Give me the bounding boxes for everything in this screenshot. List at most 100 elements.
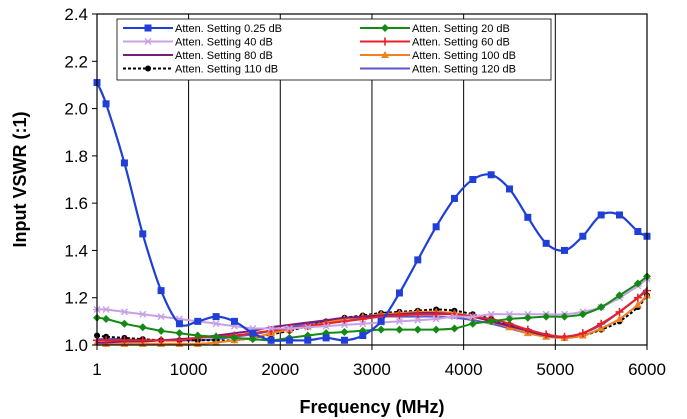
data-point <box>468 319 477 328</box>
x-tick-label: 5000 <box>536 360 574 379</box>
legend-label: Atten. Setting 80 dB <box>175 50 273 62</box>
data-point <box>487 171 495 179</box>
y-axis-title: Input VSWR (:1) <box>10 112 30 248</box>
legend-label: Atten. Setting 120 dB <box>412 64 516 76</box>
data-point <box>395 317 404 325</box>
data-point <box>102 336 111 345</box>
data-point <box>523 325 532 334</box>
data-point <box>487 317 496 326</box>
legend-label: Atten. Setting 40 dB <box>175 37 273 49</box>
data-point <box>395 311 404 320</box>
data-point <box>175 320 183 328</box>
data-point <box>120 159 128 167</box>
data-point <box>303 322 312 331</box>
data-point <box>285 324 294 332</box>
data-point <box>230 333 239 342</box>
data-point <box>267 324 276 332</box>
data-point <box>138 336 147 345</box>
legend-label: Atten. Setting 110 dB <box>175 64 278 76</box>
data-point <box>377 325 386 334</box>
data-point <box>138 323 147 332</box>
data-point <box>139 230 147 238</box>
data-point <box>157 326 166 335</box>
x-tick-label: 2000 <box>261 360 299 379</box>
data-point <box>212 338 221 346</box>
data-point <box>230 317 238 325</box>
series-0 <box>93 79 651 344</box>
data-point <box>322 322 331 330</box>
data-point <box>120 336 129 345</box>
data-point <box>450 324 459 333</box>
legend-item: Atten. Setting 100 dB <box>360 50 516 62</box>
x-tick-label: 1 <box>92 360 101 379</box>
data-point <box>358 314 367 323</box>
data-point <box>505 310 514 318</box>
data-point <box>267 336 275 344</box>
legend: Atten. Setting 0.25 dB Atten. Setting 20 … <box>116 18 552 81</box>
data-point <box>523 313 532 322</box>
data-point <box>322 334 330 342</box>
data-point <box>468 313 477 321</box>
data-point <box>615 314 624 322</box>
data-point <box>212 313 220 321</box>
data-point <box>248 335 257 344</box>
data-point <box>615 307 624 316</box>
data-point <box>578 329 587 338</box>
data-point <box>212 332 221 341</box>
legend-item: Atten. Setting 80 dB <box>123 50 273 62</box>
legend-item: Atten. Setting 20 dB <box>360 23 510 35</box>
legend-marker <box>144 38 152 45</box>
y-tick-label: 1.6 <box>64 194 88 213</box>
data-point <box>359 332 367 340</box>
legend-marker <box>144 24 152 32</box>
data-point <box>194 317 202 325</box>
data-point <box>157 313 166 321</box>
data-point <box>212 320 221 328</box>
data-point <box>193 331 202 340</box>
legend-marker <box>145 65 151 72</box>
legend-label: Atten. Setting 60 dB <box>412 37 510 49</box>
legend-label: Atten. Setting 20 dB <box>412 23 510 35</box>
legend-label: Atten. Setting 0.25 dB <box>175 23 282 35</box>
data-point <box>340 327 349 336</box>
data-point <box>505 185 513 193</box>
data-point <box>432 325 441 334</box>
data-point <box>432 223 440 231</box>
legend-item: Atten. Setting 40 dB <box>123 37 273 49</box>
data-point <box>597 319 606 328</box>
data-point <box>560 332 569 341</box>
data-point <box>634 228 642 236</box>
data-point <box>413 310 422 319</box>
legend-item: Atten. Setting 0.25 dB <box>123 23 282 35</box>
data-point <box>633 300 642 308</box>
legend-marker <box>381 24 389 32</box>
legend-item: Atten. Setting 60 dB <box>360 37 510 49</box>
x-tick-label: 3000 <box>353 360 391 379</box>
data-point <box>303 323 312 331</box>
legend-label: Atten. Setting 100 dB <box>412 50 516 62</box>
data-point <box>615 291 624 300</box>
data-point <box>340 321 349 329</box>
legend-item: Atten. Setting 120 dB <box>360 64 516 76</box>
legend-item: Atten. Setting 110 dB <box>123 64 278 76</box>
axes: 1 1000 2000 3000 4000 5000 6000 1.0 1.2 1.4 1.6 1.8… <box>64 5 666 379</box>
data-point <box>432 315 441 323</box>
data-point <box>138 310 147 318</box>
data-point <box>450 194 458 202</box>
data-point <box>432 310 441 319</box>
data-point <box>249 329 257 337</box>
x-tick-label: 6000 <box>628 360 666 379</box>
data-point <box>120 308 129 316</box>
x-tick-label: 1000 <box>170 360 208 379</box>
y-tick-label: 1.8 <box>64 147 88 166</box>
data-point <box>450 313 459 321</box>
legend-box <box>116 18 552 81</box>
data-point <box>597 211 605 219</box>
data-point <box>340 336 348 344</box>
data-point <box>560 312 569 321</box>
legend-marker <box>381 37 389 46</box>
data-point <box>597 324 606 332</box>
data-point <box>175 329 184 338</box>
data-point <box>487 310 496 318</box>
